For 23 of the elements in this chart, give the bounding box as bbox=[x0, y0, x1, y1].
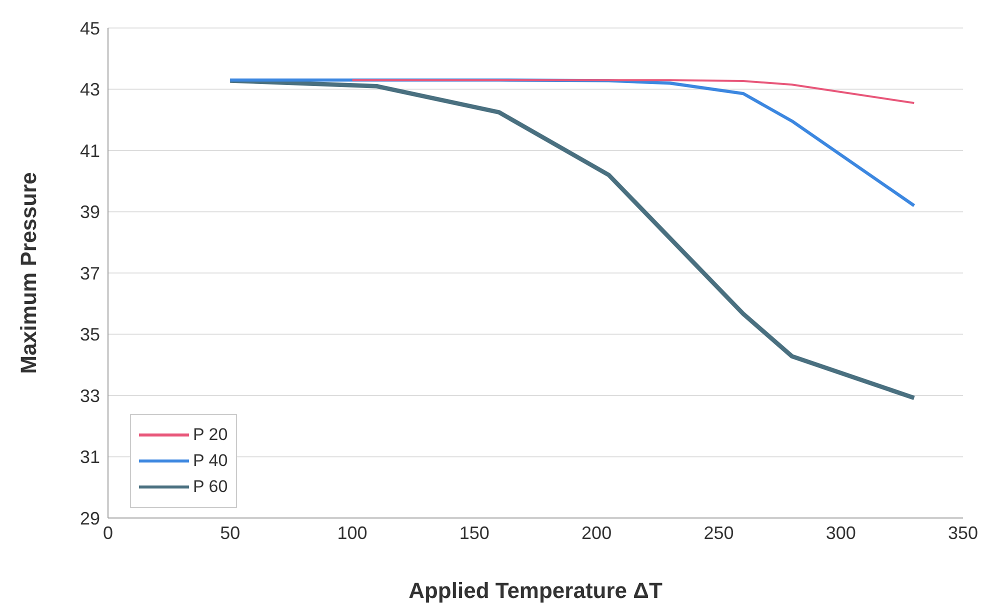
y-tick-label: 29 bbox=[80, 508, 100, 528]
x-tick-label: 50 bbox=[220, 522, 240, 543]
legend-label: P 40 bbox=[193, 451, 228, 471]
y-tick-label: 35 bbox=[80, 324, 100, 345]
x-tick-label: 0 bbox=[102, 522, 114, 543]
y-tick-label: 33 bbox=[80, 386, 100, 406]
x-tick-label: 150 bbox=[459, 522, 490, 543]
y-tick-label: 37 bbox=[80, 263, 100, 284]
x-tick-label: 100 bbox=[337, 522, 368, 543]
y-tick-label: 43 bbox=[80, 80, 100, 100]
y-tick-label: 41 bbox=[80, 140, 100, 161]
x-tick-label: 200 bbox=[582, 522, 612, 543]
y-tick-label: 39 bbox=[80, 202, 100, 222]
y-tick-label: 31 bbox=[80, 447, 100, 468]
y-axis-title: Maximum Pressure bbox=[16, 172, 41, 374]
legend-label: P 60 bbox=[193, 477, 228, 497]
x-axis-title: Applied Temperature ΔT bbox=[408, 578, 663, 603]
x-tick-label: 250 bbox=[704, 522, 734, 543]
y-tick-label: 45 bbox=[80, 18, 100, 38]
line-series bbox=[351, 79, 916, 104]
x-tick-label: 300 bbox=[826, 522, 856, 543]
legend-label: P 20 bbox=[193, 425, 228, 445]
x-tick-label: 350 bbox=[948, 522, 978, 543]
